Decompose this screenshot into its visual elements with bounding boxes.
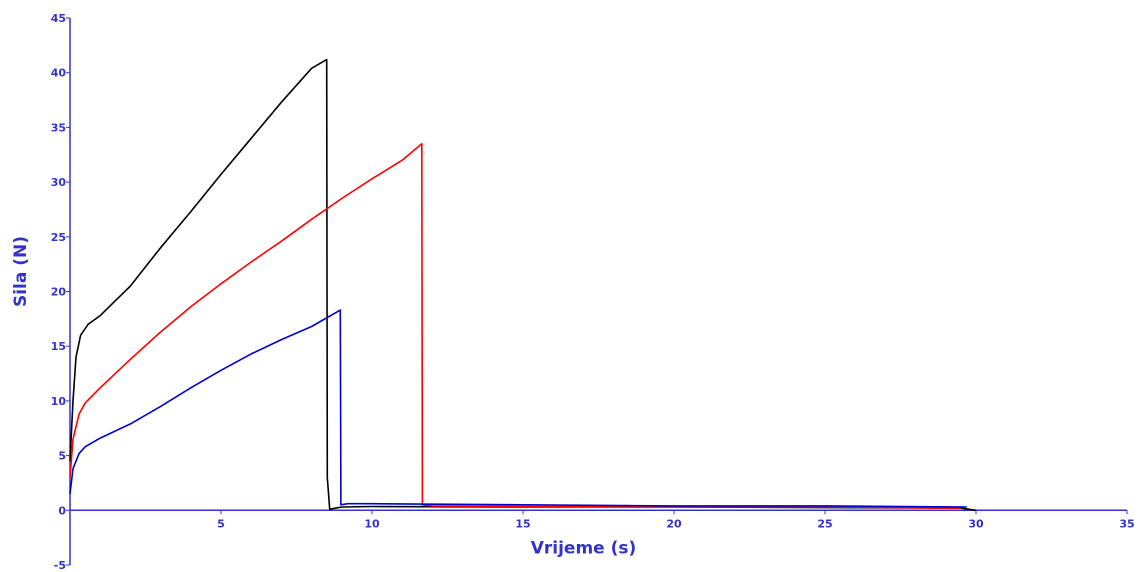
series-line-2 xyxy=(69,143,961,509)
axes xyxy=(69,18,1127,565)
y-tick-label: -5 xyxy=(54,559,66,572)
x-tick-label: 15 xyxy=(515,517,530,530)
series xyxy=(69,58,977,512)
y-tick-label: 30 xyxy=(51,176,67,189)
y-tick-label: 5 xyxy=(58,450,66,463)
series-line-3 xyxy=(69,309,967,508)
y-axis-title: Sila (N) xyxy=(11,236,31,307)
y-tick-label: 45 xyxy=(51,12,66,25)
y-tick-label: 40 xyxy=(51,67,67,80)
x-tick-label: 35 xyxy=(1119,517,1134,530)
series-line-1 xyxy=(69,58,977,512)
x-tick-label: 20 xyxy=(666,517,682,530)
ticks: -5 0 5 10 15 20 25 30 35 40 45 5 10 15 20 25 30 35 xyxy=(51,12,1135,572)
x-tick-label: 10 xyxy=(364,517,380,530)
x-axis-title: Vrijeme (s) xyxy=(531,538,637,558)
x-tick-label: 25 xyxy=(817,517,832,530)
y-tick-label: 20 xyxy=(51,286,67,299)
x-tick-label: 5 xyxy=(217,517,225,530)
y-tick-label: 0 xyxy=(58,504,66,517)
y-tick-label: 35 xyxy=(51,121,66,134)
y-tick-label: 25 xyxy=(51,231,66,244)
y-tick-label: 15 xyxy=(51,340,66,353)
y-tick-label: 10 xyxy=(51,395,67,408)
x-tick-label: 30 xyxy=(968,517,984,530)
